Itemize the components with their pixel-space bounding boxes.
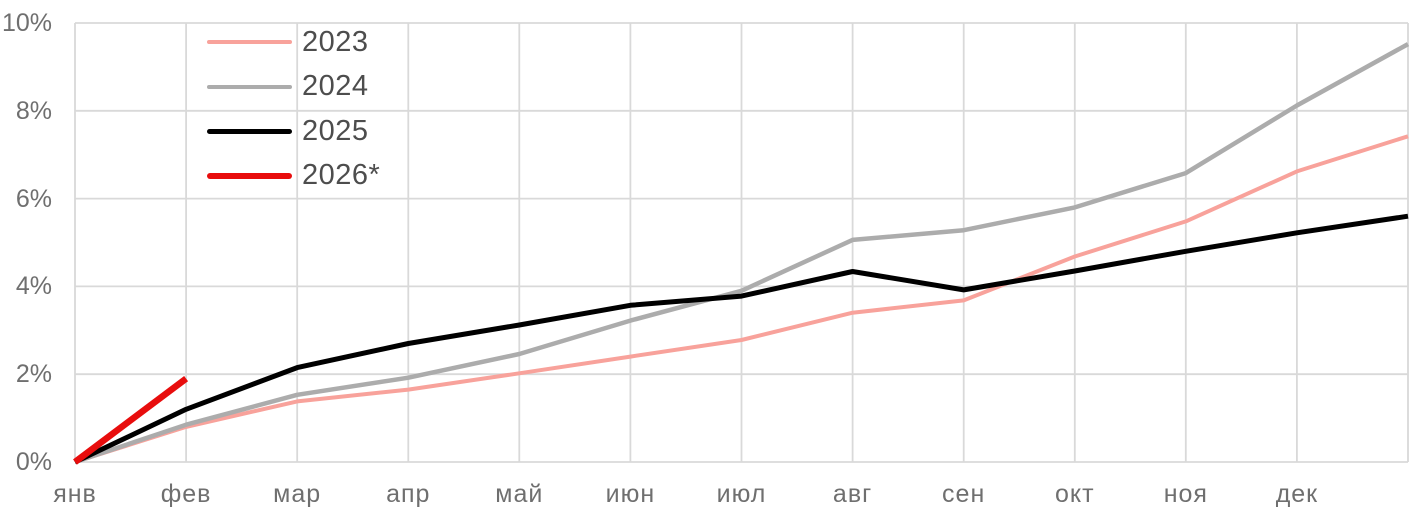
chart-legend: 2023 2024 2025 2026*: [207, 20, 380, 198]
x-axis-tick-label: окт: [1054, 480, 1095, 508]
x-axis-tick-label: мар: [273, 480, 322, 508]
x-axis-tick-label: сен: [942, 480, 986, 508]
legend-swatch-2026: [207, 172, 292, 179]
x-axis-tick-label: фев: [160, 480, 212, 508]
x-axis: янв фев мар апр май июн июл авг сен окт ноя дек: [0, 478, 1424, 512]
series-line-2023: [74, 134, 1409, 464]
y-axis-tick-label: 10%: [1, 9, 52, 37]
x-axis-tick-label: дек: [1275, 480, 1319, 508]
legend-swatch-2024: [207, 84, 292, 89]
legend-label: 2024: [302, 70, 369, 103]
y-axis: 0% 2% 4% 6% 8% 10%: [0, 0, 52, 518]
y-axis-tick-label: 2%: [15, 360, 52, 389]
series-line-2024: [74, 42, 1410, 465]
x-axis-tick-label: апр: [386, 480, 431, 508]
x-axis-tick-label: авг: [832, 480, 873, 508]
y-axis-tick-label: 4%: [15, 272, 52, 301]
legend-label: 2023: [302, 25, 369, 58]
series-line-2026: [73, 376, 189, 465]
series-line-2025: [73, 213, 1409, 465]
x-axis-tick-label: ноя: [1163, 480, 1208, 508]
legend-item-2023: 2023: [207, 20, 380, 65]
legend-item-2024: 2024: [207, 65, 380, 110]
legend-swatch-2023: [207, 40, 292, 45]
y-axis-tick-label: 0%: [15, 448, 52, 476]
chart-gridlines: [74, 22, 1409, 463]
x-axis-tick-label: июн: [605, 480, 656, 508]
legend-swatch-2025: [207, 128, 292, 134]
legend-label: 2025: [302, 114, 369, 147]
x-axis-tick-label: июл: [716, 480, 767, 508]
legend-label: 2026*: [302, 159, 381, 192]
x-axis-tick-label: янв: [53, 480, 97, 508]
legend-item-2026: 2026*: [207, 154, 380, 199]
y-axis-tick-label: 6%: [15, 184, 52, 213]
x-axis-tick-label: май: [495, 480, 544, 508]
y-axis-tick-label: 8%: [15, 96, 52, 125]
legend-item-2025: 2025: [207, 109, 380, 154]
